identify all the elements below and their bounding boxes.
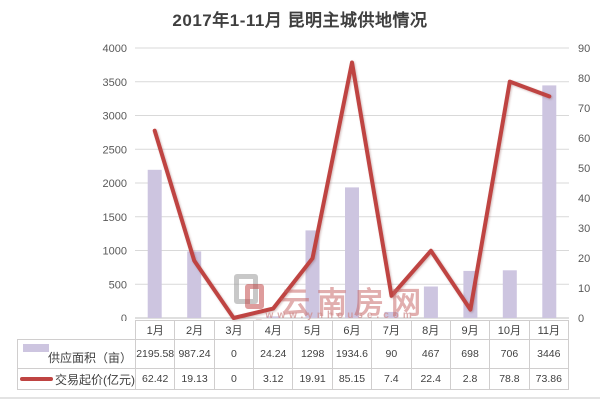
price-value-cell: 19.91 (292, 368, 333, 390)
chart-title: 2017年1-11月 昆明主城供地情况 (172, 11, 428, 30)
bar-7月 (384, 311, 399, 318)
right-axis-tick: 0 (578, 313, 584, 325)
left-axis-tick: 3000 (103, 111, 127, 123)
left-axis-tick: 1500 (103, 212, 127, 224)
right-axis-tick: 50 (578, 163, 590, 175)
right-axis-tick: 90 (578, 43, 590, 55)
bar-10月 (502, 270, 517, 318)
legend-cell-supply: 供应面积（亩） (17, 339, 136, 369)
price-value-cell: 85.15 (331, 368, 373, 390)
legend-label-price: 交易起价(亿元) (55, 372, 135, 387)
price-value-cell: 2.8 (449, 368, 491, 390)
bar-1月 (147, 169, 162, 318)
line-swatch-icon (20, 377, 53, 381)
supply-value-cell: 0 (213, 339, 255, 369)
month-header: 9月 (449, 320, 491, 340)
legend-cell-price: 交易起价(亿元) (17, 368, 136, 390)
price-value-cell: 22.4 (410, 368, 451, 390)
price-value-cell: 7.4 (371, 368, 412, 390)
month-header: 11月 (528, 320, 570, 340)
table-corner-blank (17, 320, 136, 340)
supply-value-cell: 706 (489, 339, 530, 369)
bar-4月 (266, 316, 281, 318)
left-axis-tick: 3500 (103, 77, 127, 89)
right-axis-tick: 30 (578, 223, 590, 235)
data-table: 1月 2月 3月 4月 5月 6月 7月 8月 9月 10月 11月供应面积（亩） 2195.58 98… (17, 320, 570, 390)
supply-value-cell: 2195.58 (134, 339, 176, 369)
price-value-cell: 78.8 (489, 368, 530, 390)
bar-8月 (423, 286, 438, 318)
supply-value-cell: 467 (410, 339, 451, 369)
price-value-cell: 3.12 (253, 368, 294, 390)
right-axis-tick: 10 (578, 283, 590, 295)
month-header: 4月 (253, 320, 294, 340)
left-axis-tick: 0 (121, 313, 127, 325)
price-value-cell: 19.13 (174, 368, 215, 390)
bar-5月 (305, 230, 320, 318)
supply-value-cell: 987.24 (174, 339, 215, 369)
month-header: 6月 (331, 320, 373, 340)
month-header: 3月 (213, 320, 255, 340)
bar-11月 (542, 85, 557, 319)
right-axis-tick: 80 (578, 73, 590, 85)
legend-label-supply: 供应面积（亩） (47, 351, 132, 365)
left-axis-tick: 2000 (103, 178, 127, 190)
right-axis-tick: 70 (578, 103, 590, 115)
price-value-cell: 0 (213, 368, 255, 390)
month-header: 8月 (410, 320, 451, 340)
right-axis-tick: 20 (578, 253, 590, 265)
left-axis-tick: 1000 (103, 246, 127, 258)
price-value-cell: 62.42 (134, 368, 176, 390)
month-header: 2月 (174, 320, 215, 340)
right-axis-tick: 40 (578, 193, 590, 205)
supply-value-cell: 1934.6 (331, 339, 373, 369)
left-axis-tick: 2500 (103, 144, 127, 156)
supply-value-cell: 698 (449, 339, 491, 369)
supply-value-cell: 24.24 (253, 339, 294, 369)
footer-divider (0, 397, 600, 399)
bar-6月 (345, 187, 359, 318)
month-header: 10月 (489, 320, 530, 340)
bar-swatch-icon (23, 344, 49, 352)
supply-value-cell: 90 (371, 339, 412, 369)
left-axis-tick: 4000 (103, 43, 127, 55)
supply-value-cell: 3446 (528, 339, 570, 369)
month-header: 7月 (371, 320, 412, 340)
right-axis-tick: 60 (578, 133, 590, 145)
month-header: 1月 (134, 320, 176, 340)
month-header: 5月 (292, 320, 333, 340)
left-axis-tick: 500 (109, 279, 127, 291)
line-series (152, 60, 552, 320)
supply-value-cell: 1298 (292, 339, 333, 369)
price-value-cell: 73.86 (528, 368, 570, 390)
